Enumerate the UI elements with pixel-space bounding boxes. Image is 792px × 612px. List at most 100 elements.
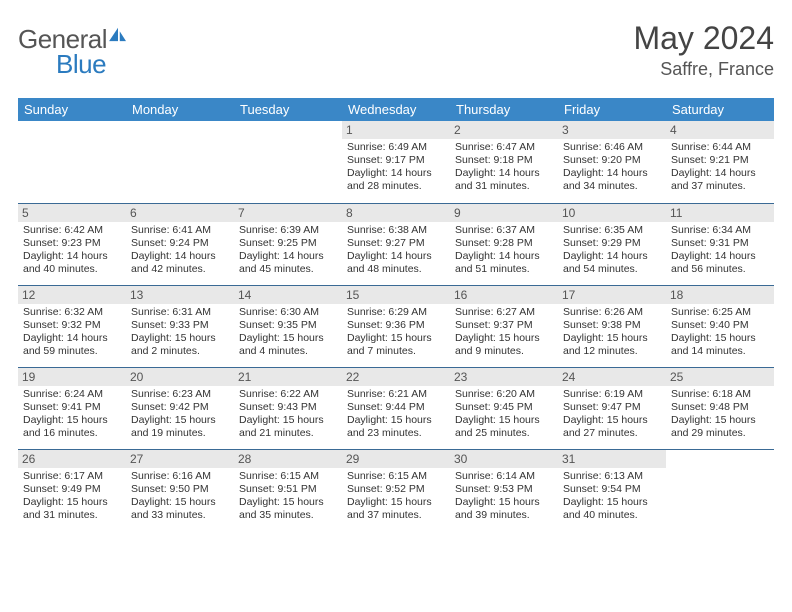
calendar-day-cell: 9 Sunrise: 6:37 AMSunset: 9:28 PMDaylight… bbox=[450, 203, 558, 285]
calendar-day-cell: 14 Sunrise: 6:30 AMSunset: 9:35 PMDayligh… bbox=[234, 285, 342, 367]
calendar-day-cell: 25Sunrise: 6:18 AMSunset: 9:48 PMDayligh… bbox=[666, 367, 774, 449]
day-number: 13 bbox=[126, 286, 234, 304]
calendar-week-row: 26 Sunrise: 6:17 AMSunset: 9:49 PMDayligh… bbox=[18, 449, 774, 531]
weekday-header: Wednesday bbox=[342, 98, 450, 121]
day-info: Sunrise: 6:35 AMSunset: 9:29 PMDaylight:… bbox=[563, 224, 661, 277]
calendar-day-cell: 2 Sunrise: 6:47 AMSunset: 9:18 PMDaylight… bbox=[450, 121, 558, 203]
brand-sail-icon bbox=[108, 26, 128, 47]
day-number: 31 bbox=[558, 450, 666, 468]
day-info: Sunrise: 6:41 AMSunset: 9:24 PMDaylight:… bbox=[131, 224, 229, 277]
calendar-day-cell: 15 Sunrise: 6:29 AMSunset: 9:36 PMDayligh… bbox=[342, 285, 450, 367]
calendar-day-cell: 18 Sunrise: 6:25 AMSunset: 9:40 PMDayligh… bbox=[666, 285, 774, 367]
day-number: 30 bbox=[450, 450, 558, 468]
calendar-day-cell: 31 Sunrise: 6:13 AMSunset: 9:54 PMDayligh… bbox=[558, 449, 666, 531]
month-title: May 2024 bbox=[633, 20, 774, 57]
day-info: Sunrise: 6:13 AMSunset: 9:54 PMDaylight:… bbox=[563, 470, 661, 523]
day-info: Sunrise: 6:20 AMSunset: 9:45 PMDaylight:… bbox=[455, 388, 553, 441]
day-info: Sunrise: 6:31 AMSunset: 9:33 PMDaylight:… bbox=[131, 306, 229, 359]
calendar-day-cell: 20Sunrise: 6:23 AMSunset: 9:42 PMDayligh… bbox=[126, 367, 234, 449]
day-info: Sunrise: 6:47 AMSunset: 9:18 PMDaylight:… bbox=[455, 141, 553, 194]
day-info: Sunrise: 6:27 AMSunset: 9:37 PMDaylight:… bbox=[455, 306, 553, 359]
day-number: 16 bbox=[450, 286, 558, 304]
day-info: Sunrise: 6:21 AMSunset: 9:44 PMDaylight:… bbox=[347, 388, 445, 441]
calendar-table: Sunday Monday Tuesday Wednesday Thursday… bbox=[18, 98, 774, 531]
calendar-day-cell: 10Sunrise: 6:35 AMSunset: 9:29 PMDayligh… bbox=[558, 203, 666, 285]
day-number: 29 bbox=[342, 450, 450, 468]
calendar-day-cell: 3Sunrise: 6:46 AMSunset: 9:20 PMDaylight… bbox=[558, 121, 666, 203]
calendar-day-cell: 8 Sunrise: 6:38 AMSunset: 9:27 PMDaylight… bbox=[342, 203, 450, 285]
day-info: Sunrise: 6:14 AMSunset: 9:53 PMDaylight:… bbox=[455, 470, 553, 523]
day-number: 23 bbox=[450, 368, 558, 386]
day-number: 19 bbox=[18, 368, 126, 386]
day-number: 8 bbox=[342, 204, 450, 222]
title-block: May 2024 Saffre, France bbox=[633, 20, 774, 80]
day-info: Sunrise: 6:37 AMSunset: 9:28 PMDaylight:… bbox=[455, 224, 553, 277]
calendar-day-cell: 22 Sunrise: 6:21 AMSunset: 9:44 PMDayligh… bbox=[342, 367, 450, 449]
calendar-week-row: 19 Sunrise: 6:24 AMSunset: 9:41 PMDayligh… bbox=[18, 367, 774, 449]
day-info: Sunrise: 6:42 AMSunset: 9:23 PMDaylight:… bbox=[23, 224, 121, 277]
brand-logo: GeneralBlue bbox=[18, 24, 128, 80]
calendar-day-cell bbox=[126, 121, 234, 203]
day-info: Sunrise: 6:24 AMSunset: 9:41 PMDaylight:… bbox=[23, 388, 121, 441]
day-number: 12 bbox=[18, 286, 126, 304]
day-info: Sunrise: 6:32 AMSunset: 9:32 PMDaylight:… bbox=[23, 306, 121, 359]
calendar-day-cell: 27Sunrise: 6:16 AMSunset: 9:50 PMDayligh… bbox=[126, 449, 234, 531]
calendar-day-cell: 28 Sunrise: 6:15 AMSunset: 9:51 PMDayligh… bbox=[234, 449, 342, 531]
calendar-day-cell: 11Sunrise: 6:34 AMSunset: 9:31 PMDayligh… bbox=[666, 203, 774, 285]
calendar-week-row: 1 Sunrise: 6:49 AMSunset: 9:17 PMDaylight… bbox=[18, 121, 774, 203]
calendar-day-cell: 5 Sunrise: 6:42 AMSunset: 9:23 PMDaylight… bbox=[18, 203, 126, 285]
day-info: Sunrise: 6:15 AMSunset: 9:51 PMDaylight:… bbox=[239, 470, 337, 523]
day-number: 7 bbox=[234, 204, 342, 222]
day-info: Sunrise: 6:22 AMSunset: 9:43 PMDaylight:… bbox=[239, 388, 337, 441]
calendar-day-cell: 1 Sunrise: 6:49 AMSunset: 9:17 PMDaylight… bbox=[342, 121, 450, 203]
calendar-day-cell: 23 Sunrise: 6:20 AMSunset: 9:45 PMDayligh… bbox=[450, 367, 558, 449]
calendar-day-cell bbox=[234, 121, 342, 203]
day-number: 11 bbox=[666, 204, 774, 222]
weekday-header-row: Sunday Monday Tuesday Wednesday Thursday… bbox=[18, 98, 774, 121]
calendar-day-cell: 29 Sunrise: 6:15 AMSunset: 9:52 PMDayligh… bbox=[342, 449, 450, 531]
day-info: Sunrise: 6:29 AMSunset: 9:36 PMDaylight:… bbox=[347, 306, 445, 359]
calendar-day-cell: 21 Sunrise: 6:22 AMSunset: 9:43 PMDayligh… bbox=[234, 367, 342, 449]
day-number: 21 bbox=[234, 368, 342, 386]
day-number: 25 bbox=[666, 368, 774, 386]
calendar-day-cell: 30 Sunrise: 6:14 AMSunset: 9:53 PMDayligh… bbox=[450, 449, 558, 531]
day-number: 2 bbox=[450, 121, 558, 139]
day-number: 17 bbox=[558, 286, 666, 304]
day-number: 5 bbox=[18, 204, 126, 222]
day-info: Sunrise: 6:49 AMSunset: 9:17 PMDaylight:… bbox=[347, 141, 445, 194]
day-info: Sunrise: 6:15 AMSunset: 9:52 PMDaylight:… bbox=[347, 470, 445, 523]
day-info: Sunrise: 6:30 AMSunset: 9:35 PMDaylight:… bbox=[239, 306, 337, 359]
day-number: 18 bbox=[666, 286, 774, 304]
calendar-day-cell: 4 Sunrise: 6:44 AMSunset: 9:21 PMDaylight… bbox=[666, 121, 774, 203]
day-number: 22 bbox=[342, 368, 450, 386]
day-number: 9 bbox=[450, 204, 558, 222]
day-number: 15 bbox=[342, 286, 450, 304]
calendar-day-cell: 19 Sunrise: 6:24 AMSunset: 9:41 PMDayligh… bbox=[18, 367, 126, 449]
calendar-day-cell: 26 Sunrise: 6:17 AMSunset: 9:49 PMDayligh… bbox=[18, 449, 126, 531]
day-number: 1 bbox=[342, 121, 450, 139]
day-info: Sunrise: 6:26 AMSunset: 9:38 PMDaylight:… bbox=[563, 306, 661, 359]
weekday-header: Thursday bbox=[450, 98, 558, 121]
day-info: Sunrise: 6:19 AMSunset: 9:47 PMDaylight:… bbox=[563, 388, 661, 441]
day-number: 26 bbox=[18, 450, 126, 468]
day-info: Sunrise: 6:44 AMSunset: 9:21 PMDaylight:… bbox=[671, 141, 769, 194]
day-number: 4 bbox=[666, 121, 774, 139]
day-number: 28 bbox=[234, 450, 342, 468]
day-info: Sunrise: 6:38 AMSunset: 9:27 PMDaylight:… bbox=[347, 224, 445, 277]
weekday-header: Saturday bbox=[666, 98, 774, 121]
calendar-week-row: 12 Sunrise: 6:32 AMSunset: 9:32 PMDayligh… bbox=[18, 285, 774, 367]
calendar-day-cell: 6Sunrise: 6:41 AMSunset: 9:24 PMDaylight… bbox=[126, 203, 234, 285]
weekday-header: Sunday bbox=[18, 98, 126, 121]
day-number: 14 bbox=[234, 286, 342, 304]
day-info: Sunrise: 6:25 AMSunset: 9:40 PMDaylight:… bbox=[671, 306, 769, 359]
calendar-day-cell: 7Sunrise: 6:39 AMSunset: 9:25 PMDaylight… bbox=[234, 203, 342, 285]
day-number: 20 bbox=[126, 368, 234, 386]
calendar-page: GeneralBlue May 2024 Saffre, France Sund… bbox=[0, 0, 792, 541]
day-info: Sunrise: 6:16 AMSunset: 9:50 PMDaylight:… bbox=[131, 470, 229, 523]
calendar-day-cell: 24Sunrise: 6:19 AMSunset: 9:47 PMDayligh… bbox=[558, 367, 666, 449]
weekday-header: Monday bbox=[126, 98, 234, 121]
day-info: Sunrise: 6:17 AMSunset: 9:49 PMDaylight:… bbox=[23, 470, 121, 523]
calendar-week-row: 5 Sunrise: 6:42 AMSunset: 9:23 PMDaylight… bbox=[18, 203, 774, 285]
calendar-day-cell bbox=[18, 121, 126, 203]
calendar-day-cell: 13 Sunrise: 6:31 AMSunset: 9:33 PMDayligh… bbox=[126, 285, 234, 367]
